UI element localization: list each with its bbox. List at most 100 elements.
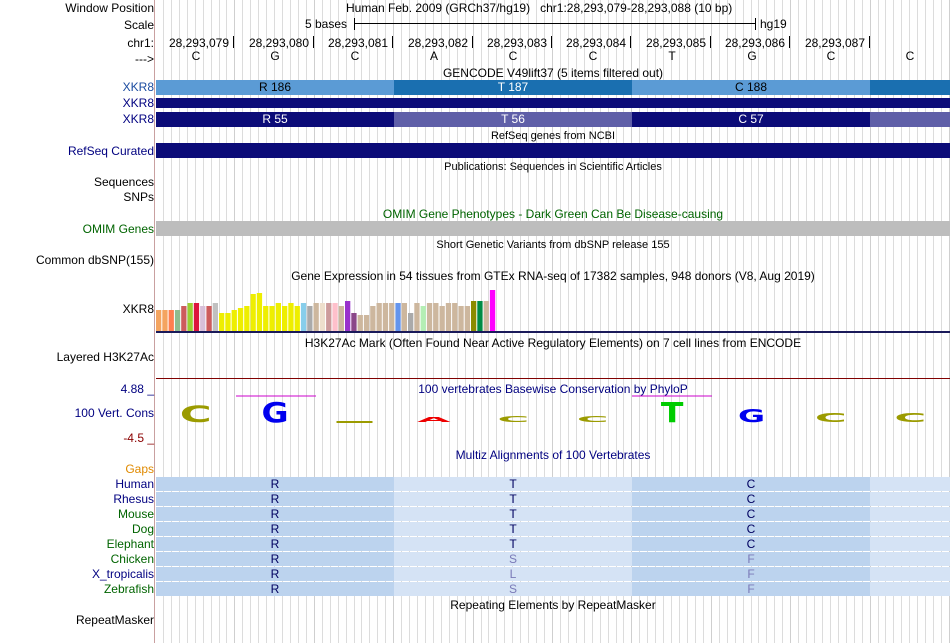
gtex-tissue-bar[interactable] xyxy=(275,303,281,331)
gtex-tissue-bar[interactable] xyxy=(319,303,326,331)
gtex-tissue-bar[interactable] xyxy=(307,306,313,331)
gtex-tissue-bar[interactable] xyxy=(168,310,174,331)
grid-line xyxy=(838,0,839,643)
species-label-dog[interactable]: Dog xyxy=(131,522,154,536)
gaps-label[interactable]: Gaps xyxy=(125,462,154,476)
conservation-letter[interactable]: C xyxy=(497,415,529,424)
gtex-tissue-bar[interactable] xyxy=(156,310,162,331)
gtex-tissue-bar[interactable] xyxy=(483,301,489,331)
species-label-human[interactable]: Human xyxy=(115,477,154,491)
gtex-tissue-bar[interactable] xyxy=(452,303,458,331)
conservation-letter[interactable]: T xyxy=(661,398,684,430)
gtex-tissue-bar[interactable] xyxy=(401,303,407,331)
gtex-tissue-bar[interactable] xyxy=(244,306,250,331)
gtex-tissue-bar[interactable] xyxy=(313,303,319,331)
alignment-block xyxy=(394,567,632,581)
gtex-tissue-bar[interactable] xyxy=(282,306,288,331)
grid-line xyxy=(925,0,926,643)
gtex-tissue-bar[interactable] xyxy=(420,306,426,331)
gtex-tissue-bar[interactable] xyxy=(231,310,237,331)
conservation-letter[interactable]: C xyxy=(894,410,926,425)
grid-line xyxy=(647,0,648,643)
gencode-transcript-1[interactable]: R 186 T 187 C 188 xyxy=(156,80,950,95)
gtex-tissue-bar[interactable] xyxy=(212,303,218,331)
gtex-tissue-bar[interactable] xyxy=(439,306,445,331)
gencode-row1-label[interactable]: XKR8 xyxy=(122,80,154,94)
gtex-tissue-bar[interactable] xyxy=(174,310,181,331)
gtex-tissue-bar[interactable] xyxy=(225,313,231,331)
refseq-gene-bar[interactable] xyxy=(156,143,950,158)
gencode-row2-label[interactable]: XKR8 xyxy=(122,96,154,110)
gtex-tissue-bar[interactable] xyxy=(162,310,168,331)
h3k27ac-label[interactable]: Layered H3K27Ac xyxy=(56,350,154,364)
gtex-tissue-bar[interactable] xyxy=(300,303,307,331)
dbsnp-label[interactable]: Common dbSNP(155) xyxy=(35,253,154,267)
gtex-tissue-bar[interactable] xyxy=(458,306,464,331)
gtex-tissue-bar[interactable] xyxy=(200,306,206,331)
gtex-tissue-bar[interactable] xyxy=(477,301,483,331)
species-label-chicken[interactable]: Chicken xyxy=(110,552,154,566)
gtex-bar-chart[interactable] xyxy=(156,283,556,331)
grid-line xyxy=(806,0,807,643)
gtex-tissue-bar[interactable] xyxy=(408,313,414,331)
conservation-letter[interactable]: C xyxy=(180,402,212,427)
gtex-tissue-bar[interactable] xyxy=(326,303,332,331)
gtex-tissue-bar[interactable] xyxy=(363,315,370,331)
gtex-tissue-bar[interactable] xyxy=(269,306,275,331)
conservation-label[interactable]: 100 Vert. Cons xyxy=(74,406,154,420)
gtex-tissue-bar[interactable] xyxy=(351,313,357,331)
gtex-tissue-bar[interactable] xyxy=(345,301,351,331)
gtex-tissue-bar[interactable] xyxy=(181,306,187,331)
gtex-tissue-bar[interactable] xyxy=(338,306,344,331)
refseq-label[interactable]: RefSeq Curated xyxy=(67,144,154,158)
conservation-letter[interactable]: C xyxy=(815,410,847,425)
conservation-letter[interactable]: G xyxy=(738,406,765,427)
gencode-row3-label[interactable]: XKR8 xyxy=(122,112,154,126)
omim-phenotype-bar[interactable] xyxy=(156,221,950,236)
gtex-tissue-bar[interactable] xyxy=(382,303,389,331)
gtex-tissue-bar[interactable] xyxy=(426,303,433,331)
gtex-tissue-bar[interactable] xyxy=(237,308,244,331)
gtex-tissue-bar[interactable] xyxy=(489,290,496,331)
gtex-tissue-bar[interactable] xyxy=(376,303,382,331)
gtex-tissue-bar[interactable] xyxy=(414,303,420,331)
gtex-tissue-bar[interactable] xyxy=(395,303,401,331)
gtex-tissue-bar[interactable] xyxy=(256,293,263,331)
gtex-tissue-bar[interactable] xyxy=(445,303,452,331)
gtex-tissue-bar[interactable] xyxy=(433,303,439,331)
conservation-letter[interactable]: C xyxy=(577,415,609,424)
gtex-tissue-bar[interactable] xyxy=(389,303,395,331)
species-label-rhesus[interactable]: Rhesus xyxy=(113,492,154,506)
gtex-tissue-bar[interactable] xyxy=(332,303,338,331)
gtex-tissue-bar[interactable] xyxy=(294,306,300,331)
gtex-tissue-bar[interactable] xyxy=(263,306,269,331)
gtex-tissue-bar[interactable] xyxy=(464,306,470,331)
gtex-tissue-bar[interactable] xyxy=(219,313,225,331)
gencode-transcript-2[interactable] xyxy=(156,98,950,108)
repeatmasker-label[interactable]: RepeatMasker xyxy=(75,613,154,627)
gtex-tissue-bar[interactable] xyxy=(471,301,477,331)
scale-value: 5 bases xyxy=(305,17,348,31)
gtex-tissue-bar[interactable] xyxy=(288,303,294,331)
species-label-elephant[interactable]: Elephant xyxy=(106,537,154,551)
gtex-tissue-bar[interactable] xyxy=(187,303,193,331)
grid-line xyxy=(766,0,767,643)
gtex-tissue-bar[interactable] xyxy=(193,303,200,331)
publications-snps-label[interactable]: SNPs xyxy=(123,190,154,204)
omim-label[interactable]: OMIM Genes xyxy=(82,222,154,236)
publications-sequences-label[interactable]: Sequences xyxy=(93,175,154,189)
gtex-tissue-bar[interactable] xyxy=(357,315,363,331)
gtex-tissue-bar[interactable] xyxy=(206,306,212,331)
species-label-x_tropicalis[interactable]: X_tropicalis xyxy=(91,567,154,581)
gtex-label[interactable]: XKR8 xyxy=(122,302,154,316)
conservation-letter[interactable]: G xyxy=(262,398,289,430)
conservation-letter[interactable]: A xyxy=(417,416,451,424)
gtex-tissue-bar[interactable] xyxy=(250,294,256,331)
alignment-block xyxy=(870,477,950,491)
species-label-mouse[interactable]: Mouse xyxy=(117,507,154,521)
alignment-block xyxy=(632,492,870,506)
gencode-transcript-3[interactable]: R 55 T 56 C 57 xyxy=(156,112,950,127)
gtex-tissue-bar[interactable] xyxy=(370,306,376,331)
species-label-zebrafish[interactable]: Zebrafish xyxy=(103,582,154,596)
